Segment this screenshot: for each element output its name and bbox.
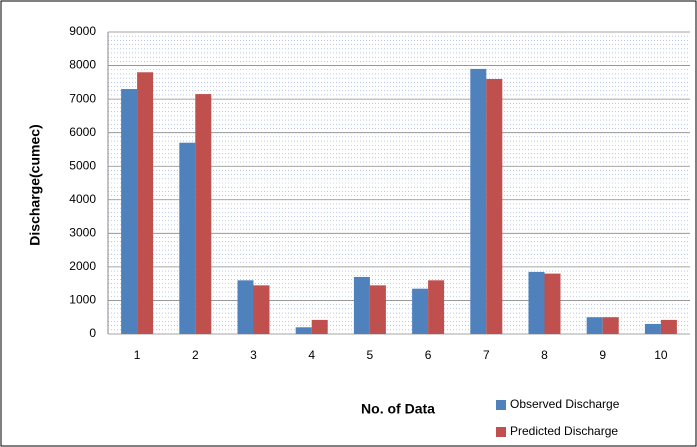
bar — [253, 285, 270, 334]
bar — [311, 319, 328, 334]
y-tick-label: 2000 — [69, 259, 96, 273]
y-tick-label: 9000 — [69, 24, 96, 38]
bar — [137, 72, 154, 335]
legend-label: Predicted Discharge — [510, 424, 618, 438]
bar — [602, 317, 619, 334]
bar — [121, 89, 138, 335]
bar — [586, 317, 603, 334]
x-axis-title: No. of Data — [361, 401, 435, 417]
bar — [353, 276, 370, 334]
bar — [237, 280, 254, 334]
x-tick-label: 2 — [192, 348, 199, 362]
x-tick-label: 6 — [425, 348, 432, 362]
y-tick-label: 8000 — [69, 58, 96, 72]
bar — [644, 323, 661, 334]
x-tick-label: 9 — [599, 348, 606, 362]
y-tick-label: 3000 — [69, 226, 96, 240]
bar — [369, 285, 386, 334]
y-tick-label: 1000 — [69, 293, 96, 307]
bar — [295, 327, 312, 334]
x-tick-label: 5 — [367, 348, 374, 362]
y-axis-title: Discharge(cumec) — [27, 124, 43, 245]
y-tick-label: 4000 — [69, 192, 96, 206]
legend-label: Observed Discharge — [510, 397, 620, 411]
legend-swatch — [496, 400, 506, 410]
x-tick-label: 10 — [654, 348, 668, 362]
x-tick-label: 3 — [250, 348, 257, 362]
bar — [544, 273, 561, 334]
bar — [470, 68, 487, 335]
y-tick-label: 6000 — [69, 125, 96, 139]
y-tick-label: 0 — [89, 326, 96, 340]
y-tick-label: 7000 — [69, 91, 96, 105]
bar — [412, 288, 429, 334]
bar — [486, 78, 503, 334]
bar — [428, 280, 445, 334]
legend-swatch — [496, 427, 506, 437]
bar — [528, 271, 545, 334]
bar — [195, 94, 212, 334]
x-tick-label: 8 — [541, 348, 548, 362]
bar — [660, 319, 677, 334]
x-tick-label: 1 — [134, 348, 141, 362]
bar — [179, 142, 196, 334]
y-tick-label: 5000 — [69, 158, 96, 172]
x-tick-label: 7 — [483, 348, 490, 362]
x-tick-label: 4 — [308, 348, 315, 362]
